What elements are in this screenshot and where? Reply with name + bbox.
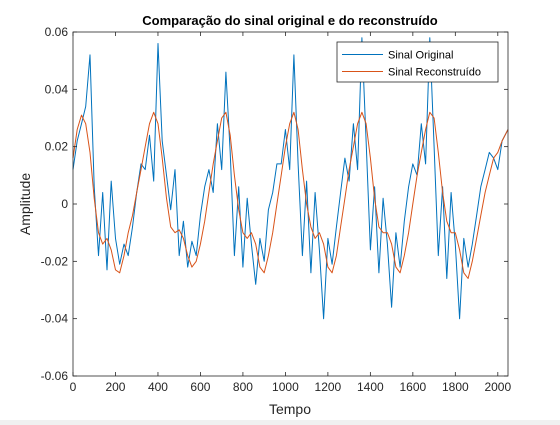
x-tick-label: 600 <box>190 380 210 394</box>
x-tick-label: 800 <box>233 380 253 394</box>
x-tick-label: 1600 <box>399 380 426 394</box>
y-tick-label: -0.02 <box>41 254 69 268</box>
x-tick-label: 1000 <box>272 380 299 394</box>
y-tick-label: 0 <box>61 197 68 211</box>
chart-title: Comparação do sinal original e do recons… <box>142 13 437 28</box>
x-tick-label: 0 <box>70 380 77 394</box>
y-tick-label: -0.04 <box>41 312 69 326</box>
series-line-sinal-original <box>72 37 509 320</box>
x-tick-label: 1200 <box>315 380 342 394</box>
axes-layer: 0 200 400 600 800 1000 1200 1400 1600 1800 2000 -0.… <box>41 25 512 394</box>
x-axis-label: Tempo <box>269 401 311 417</box>
y-axis-label: Amplitude <box>17 173 33 235</box>
x-tick-label: 400 <box>148 380 168 394</box>
legend-label-reconstructed: Sinal Reconstruído <box>388 67 481 79</box>
legend-label-original: Sinal Original <box>388 50 453 62</box>
plot-area <box>73 32 508 376</box>
y-tick-label: 0.02 <box>45 140 69 154</box>
y-tick-label: 0.04 <box>45 82 69 96</box>
legend-box <box>336 41 499 83</box>
series-layer <box>72 37 509 320</box>
y-tick-label: -0.06 <box>41 369 69 383</box>
y-tick-label: 0.06 <box>45 25 69 39</box>
x-tick-label: 1400 <box>357 380 384 394</box>
x-tick-label: 200 <box>105 380 125 394</box>
series-line-sinal-reconstruido <box>72 111 509 279</box>
x-tick-label: 1800 <box>442 380 469 394</box>
legend[interactable]: Sinal Original Sinal Reconstruído <box>336 41 499 83</box>
x-tick-label: 2000 <box>484 380 511 394</box>
